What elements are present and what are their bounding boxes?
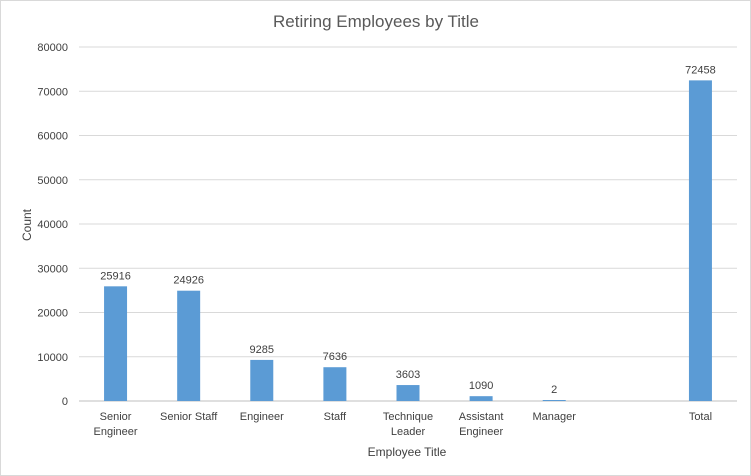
x-tick-label: Engineer xyxy=(240,411,284,423)
x-tick-label: Senior Staff xyxy=(160,411,218,423)
x-tick-label: Assistant Engineer xyxy=(459,411,504,438)
bar xyxy=(469,396,493,401)
data-label: 1090 xyxy=(469,380,493,392)
x-tick-label: Total xyxy=(689,411,712,423)
bar xyxy=(542,400,566,401)
y-tick-label: 50000 xyxy=(37,175,68,187)
y-tick-label: 40000 xyxy=(37,219,68,231)
x-tick-label: Manager xyxy=(533,411,577,423)
data-label: 7636 xyxy=(323,351,347,363)
y-tick-label: 20000 xyxy=(37,308,68,320)
bar xyxy=(323,367,347,401)
bar xyxy=(177,290,201,401)
data-label: 2 xyxy=(551,384,557,396)
x-axis-label: Employee Title xyxy=(368,445,447,459)
bars xyxy=(104,80,712,401)
y-tick-label: 10000 xyxy=(37,352,68,364)
data-labels: 25916 24926 9285 7636 3603 1090 2 72458 xyxy=(100,64,715,396)
x-axis-ticks: Senior Engineer Senior Staff Engineer Staff T… xyxy=(94,411,713,438)
y-tick-label: 80000 xyxy=(37,42,68,54)
data-label: 72458 xyxy=(685,64,716,76)
bar xyxy=(688,80,712,401)
y-axis-label: Count xyxy=(20,208,34,241)
data-label: 3603 xyxy=(396,369,420,381)
y-tick-label: 60000 xyxy=(37,131,68,143)
data-label: 25916 xyxy=(100,270,131,282)
data-label: 9285 xyxy=(250,344,274,356)
x-tick-label: Technique Leader xyxy=(383,411,433,438)
bar xyxy=(250,359,274,401)
y-tick-label: 70000 xyxy=(37,86,68,98)
y-tick-label: 0 xyxy=(62,396,68,408)
bar xyxy=(104,286,128,401)
y-tick-label: 30000 xyxy=(37,263,68,275)
x-tick-label: Senior Engineer xyxy=(94,411,138,438)
bar xyxy=(396,385,420,401)
x-tick-label: Staff xyxy=(324,411,347,423)
y-axis-ticks: 0 10000 20000 30000 40000 50000 60000 70000 8000… xyxy=(37,42,68,408)
data-label: 24926 xyxy=(173,275,204,287)
chart-title: Retiring Employees by Title xyxy=(273,12,479,31)
